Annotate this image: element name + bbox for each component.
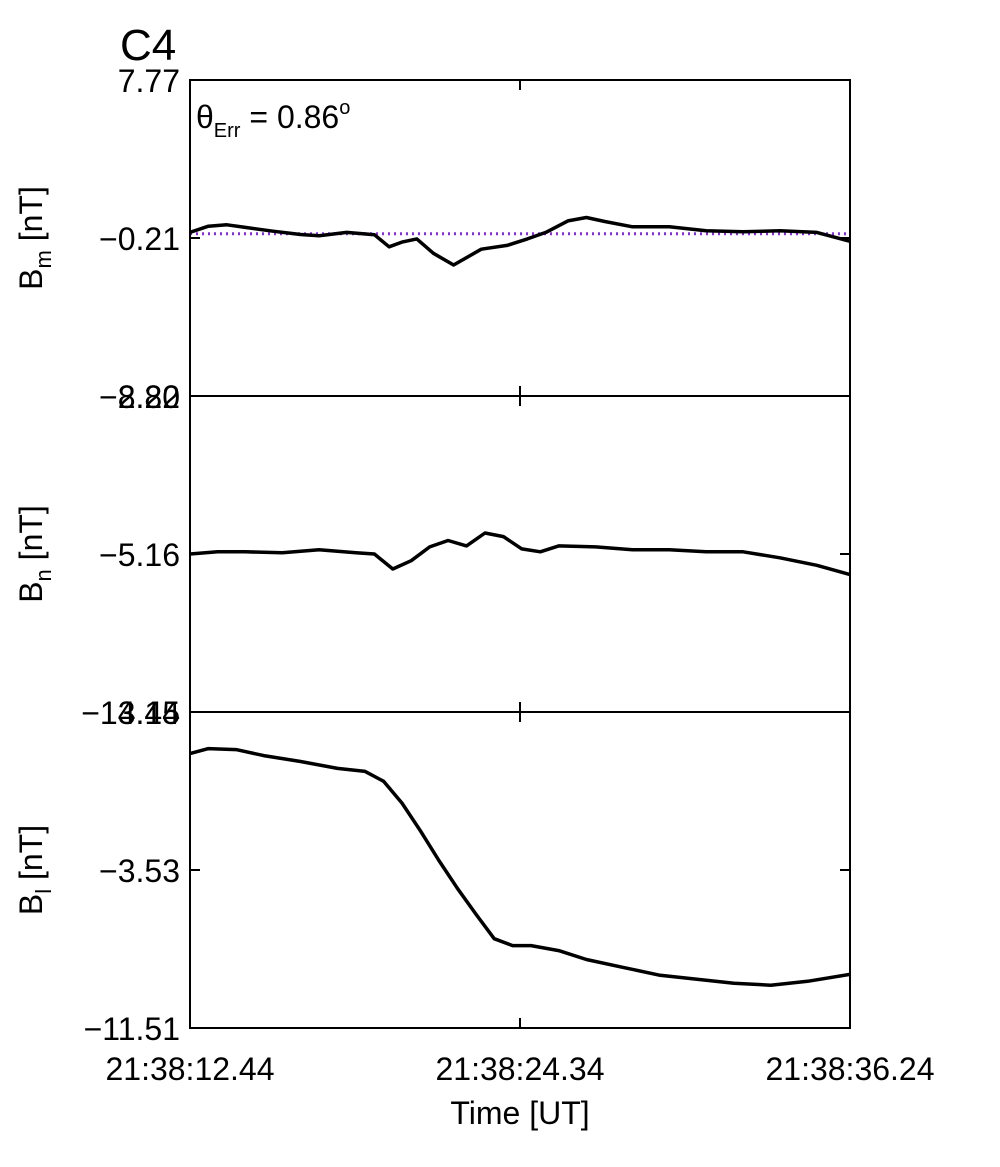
x-tick-label: 21:38:12.44 (105, 1051, 274, 1087)
y-tick-label: 4.45 (118, 695, 180, 731)
theta-value: = 0.86 (240, 99, 339, 135)
y-tick-label: −13.14 (81, 695, 180, 731)
series-line (190, 531, 850, 577)
x-tick-label: 21:38:36.24 (765, 1051, 934, 1087)
y-tick-label: 2.82 (118, 379, 180, 415)
y-tick-label: −0.21 (99, 221, 180, 257)
theta-annotation: θErr = 0.86o (196, 97, 350, 142)
series-line (190, 746, 850, 987)
x-tick-labels: 21:38:12.44 21:38:24.34 21:38:36.24 (105, 1051, 934, 1087)
x-axis-label: Time [UT] (450, 1095, 589, 1131)
y-tick-label: 7.77 (118, 63, 180, 99)
x-tick-label: 21:38:24.34 (435, 1051, 604, 1087)
y-tick-label: −8.20 (99, 379, 180, 415)
y-axis-label: Bn [nT] (13, 505, 56, 603)
y-axis-label: Bm [nT] (13, 186, 56, 290)
y-tick-label: −11.51 (84, 1011, 180, 1047)
theta-superscript: o (339, 97, 350, 119)
figure-label: C4 (120, 21, 176, 70)
y-axis-label: Bl [nT] (13, 825, 56, 915)
y-tick-label: −5.16 (99, 537, 180, 573)
series-line (190, 215, 850, 267)
panel-bn: 2.82 −5.16 −13.14 Bn [nT] (13, 379, 851, 731)
theta-subscript: Err (214, 120, 241, 142)
panel-bm: 7.77 −0.21 −8.20 Bm [nT] (13, 63, 851, 415)
theta-symbol: θ (196, 99, 214, 135)
y-tick-label: −3.53 (99, 853, 180, 889)
panel-bl: 4.45 −3.53 −11.51 Bl [nT] (13, 695, 851, 1047)
